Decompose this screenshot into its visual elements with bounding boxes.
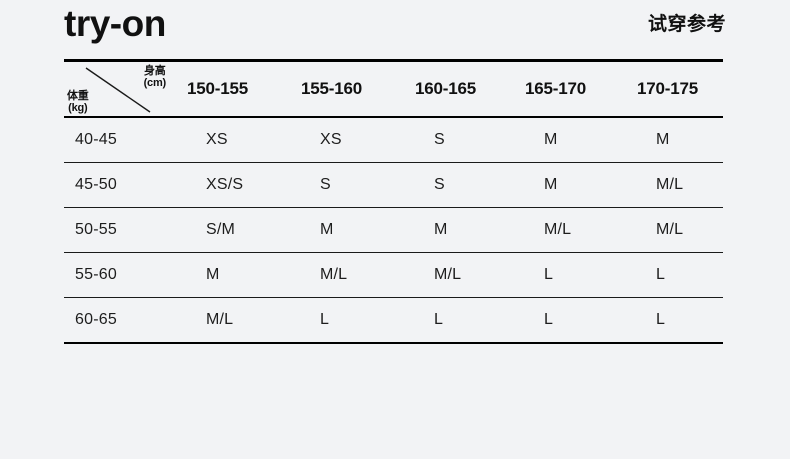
- size-cell: M: [288, 207, 402, 253]
- corner-weight-unit: (kg): [68, 102, 88, 114]
- size-cell: M/L: [624, 162, 723, 208]
- size-cell: M/L: [402, 252, 512, 298]
- row-label: 55-60: [75, 266, 117, 283]
- size-value: L: [320, 311, 330, 328]
- size-cell: M/L: [512, 207, 624, 253]
- corner-weight-label: 体重 (kg): [67, 90, 89, 114]
- table-row: 60-65 M/L L L L L: [64, 297, 723, 344]
- table-row: 40-45 XS XS S M M: [64, 117, 723, 163]
- size-value: S: [434, 131, 445, 148]
- column-header-label: 170-175: [637, 79, 698, 98]
- size-value: M/L: [544, 221, 572, 238]
- column-header-1: 155-160: [288, 61, 402, 118]
- corner-height-text: 身高: [143, 65, 166, 77]
- size-value: M/L: [434, 266, 462, 283]
- size-cell: M: [512, 162, 624, 208]
- size-value: M/L: [656, 176, 684, 193]
- corner-axis-cell: 身高 (cm) 体重 (kg): [64, 61, 174, 118]
- size-cell: L: [624, 297, 723, 344]
- size-value: L: [656, 266, 666, 283]
- size-cell: M: [402, 207, 512, 253]
- size-cell: L: [288, 297, 402, 344]
- size-cell: XS/S: [174, 162, 288, 208]
- size-cell: XS: [288, 117, 402, 163]
- size-value: XS: [320, 131, 342, 148]
- table-header: 身高 (cm) 体重 (kg) 150-155 155-160 160-165 …: [64, 60, 723, 118]
- page-title: try-on: [64, 3, 166, 44]
- row-label-cell: 45-50: [64, 162, 174, 208]
- size-cell: S: [402, 117, 512, 163]
- size-cell: M/L: [624, 207, 723, 253]
- table-row: 55-60 M M/L M/L L L: [64, 252, 723, 298]
- size-value: M: [656, 131, 670, 148]
- size-value: M: [320, 221, 334, 238]
- size-value: M/L: [206, 311, 234, 328]
- row-label-cell: 40-45: [64, 117, 174, 163]
- size-value: M: [434, 221, 448, 238]
- size-cell: M: [624, 117, 723, 163]
- size-cell: M/L: [288, 252, 402, 298]
- column-header-4: 170-175: [624, 61, 723, 118]
- table-row: 50-55 S/M M M M/L M/L: [64, 207, 723, 253]
- corner-weight-text: 体重: [67, 90, 89, 102]
- size-value: M/L: [656, 221, 684, 238]
- size-value: S/M: [206, 221, 236, 238]
- size-value: M: [544, 131, 558, 148]
- column-header-label: 155-160: [301, 79, 362, 98]
- column-header-0: 150-155: [174, 61, 288, 118]
- size-cell: XS: [174, 117, 288, 163]
- size-cell: L: [402, 297, 512, 344]
- corner-height-label: 身高 (cm): [143, 65, 167, 89]
- size-value: M: [206, 266, 220, 283]
- column-header-2: 160-165: [402, 61, 512, 118]
- column-header-3: 165-170: [512, 61, 624, 118]
- row-label-cell: 55-60: [64, 252, 174, 298]
- size-cell: M/L: [174, 297, 288, 344]
- size-value: S: [434, 176, 445, 193]
- size-cell: M: [512, 117, 624, 163]
- row-label: 40-45: [75, 131, 117, 148]
- page-subtitle: 试穿参考: [647, 14, 726, 35]
- table-body: 40-45 XS XS S M M 45-50 XS/S S S M M/L 5…: [64, 117, 723, 344]
- size-value: M/L: [320, 266, 348, 283]
- row-label-cell: 60-65: [64, 297, 174, 344]
- column-header-label: 150-155: [187, 79, 248, 98]
- size-value: L: [656, 311, 666, 328]
- size-value: S: [320, 176, 331, 193]
- size-cell: S: [402, 162, 512, 208]
- size-cell: M: [174, 252, 288, 298]
- size-value: XS: [206, 131, 228, 148]
- column-header-label: 160-165: [415, 79, 476, 98]
- size-cell: L: [512, 297, 624, 344]
- size-value: M: [544, 176, 558, 193]
- column-header-label: 165-170: [525, 79, 586, 98]
- size-cell: L: [624, 252, 723, 298]
- size-value: L: [544, 311, 554, 328]
- corner-height-unit: (cm): [143, 77, 167, 89]
- table-header-row: 身高 (cm) 体重 (kg) 150-155 155-160 160-165 …: [64, 60, 723, 118]
- size-cell: S/M: [174, 207, 288, 253]
- size-cell: S: [288, 162, 402, 208]
- size-chart-table: 身高 (cm) 体重 (kg) 150-155 155-160 160-165 …: [64, 59, 723, 344]
- size-value: L: [544, 266, 554, 283]
- size-value: L: [434, 311, 444, 328]
- row-label: 50-55: [75, 221, 117, 238]
- row-label-cell: 50-55: [64, 207, 174, 253]
- row-label: 60-65: [75, 311, 117, 328]
- page-header: try-on 试穿参考: [0, 0, 790, 56]
- size-cell: L: [512, 252, 624, 298]
- table-row: 45-50 XS/S S S M M/L: [64, 162, 723, 208]
- size-value: XS/S: [206, 176, 244, 193]
- row-label: 45-50: [75, 176, 117, 193]
